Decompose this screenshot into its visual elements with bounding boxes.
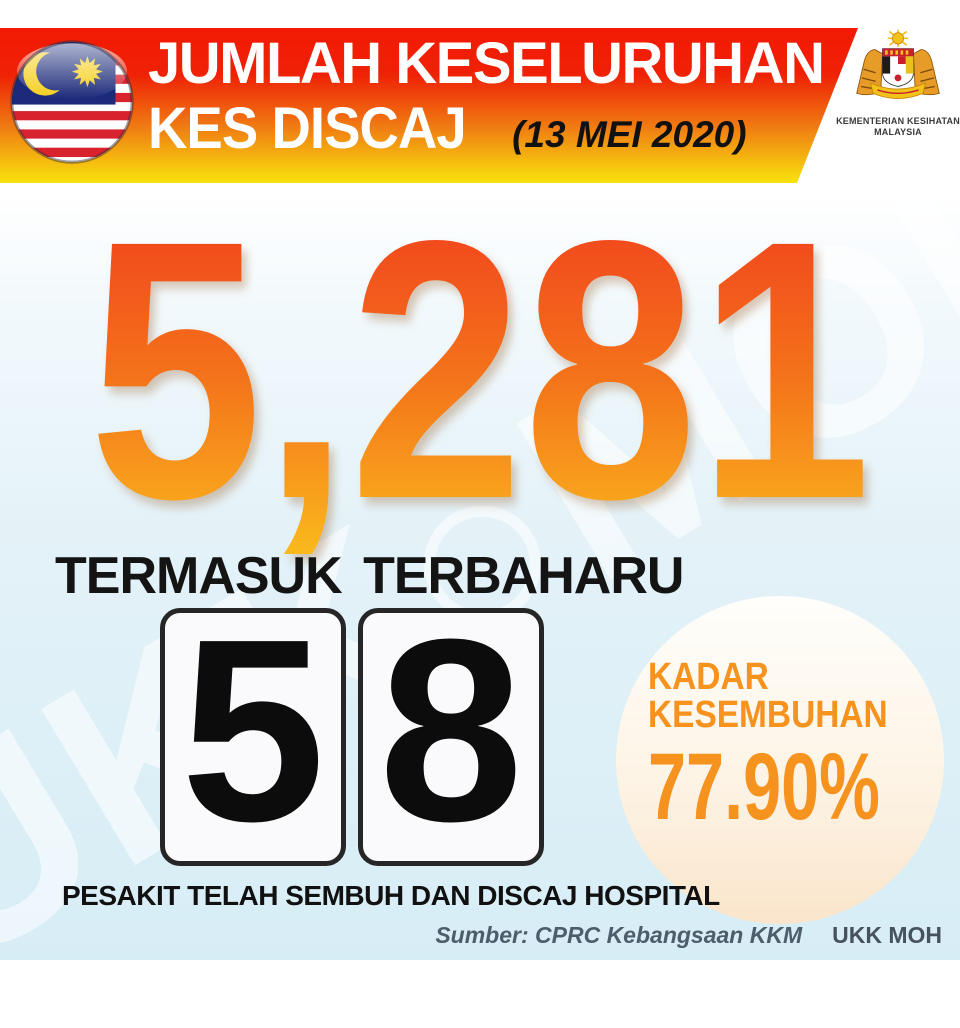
recovery-rate-badge: KADAR KESEMBUHAN 77.90% bbox=[616, 596, 944, 924]
infographic-page: UKK○MOH ✹ bbox=[0, 0, 960, 960]
recovery-label-line2: KESEMBUHAN bbox=[648, 694, 888, 736]
total-discharged-count: 5,281 bbox=[72, 186, 888, 554]
new-discharged-digits: 5 8 bbox=[160, 586, 544, 876]
recovery-rate-value: 77.90% bbox=[648, 734, 880, 840]
credit-label: UKK MOH bbox=[832, 922, 942, 948]
banner-date: (13 MEI 2020) bbox=[512, 114, 747, 155]
ministry-name-line1: KEMENTERIAN KESIHATAN bbox=[836, 116, 960, 126]
digit-value: 8 bbox=[378, 586, 524, 876]
digit-box: 5 bbox=[160, 586, 346, 876]
recovery-label-line1: KADAR bbox=[648, 656, 769, 698]
source-label: Sumber: CPRC Kebangsaan KKM bbox=[435, 922, 803, 948]
moh-logo: KEMENTERIAN KESIHATAN MALAYSIA bbox=[836, 28, 960, 138]
banner-title-line1: JUMLAH KESELURUHAN bbox=[148, 31, 825, 96]
malaysia-flag-icon: ✹ bbox=[8, 38, 136, 166]
footer: Sumber: CPRC Kebangsaan KKM UKK MOH bbox=[435, 922, 942, 949]
description-label: PESAKIT TELAH SEMBUH DAN DISCAJ HOSPITAL bbox=[62, 880, 720, 911]
banner-titles: JUMLAH KESELURUHAN KES DISCAJ (13 MEI 20… bbox=[148, 31, 825, 161]
digit-value: 5 bbox=[180, 586, 326, 876]
digit-box: 8 bbox=[358, 586, 544, 876]
termasuk-terbaharu-label: TERMASUK TERBAHARU bbox=[55, 547, 684, 605]
header-banner bbox=[0, 28, 858, 183]
banner-title-line2: KES DISCAJ bbox=[148, 96, 467, 161]
moh-crest-icon bbox=[856, 29, 940, 99]
ministry-name-line2: MALAYSIA bbox=[874, 127, 922, 137]
